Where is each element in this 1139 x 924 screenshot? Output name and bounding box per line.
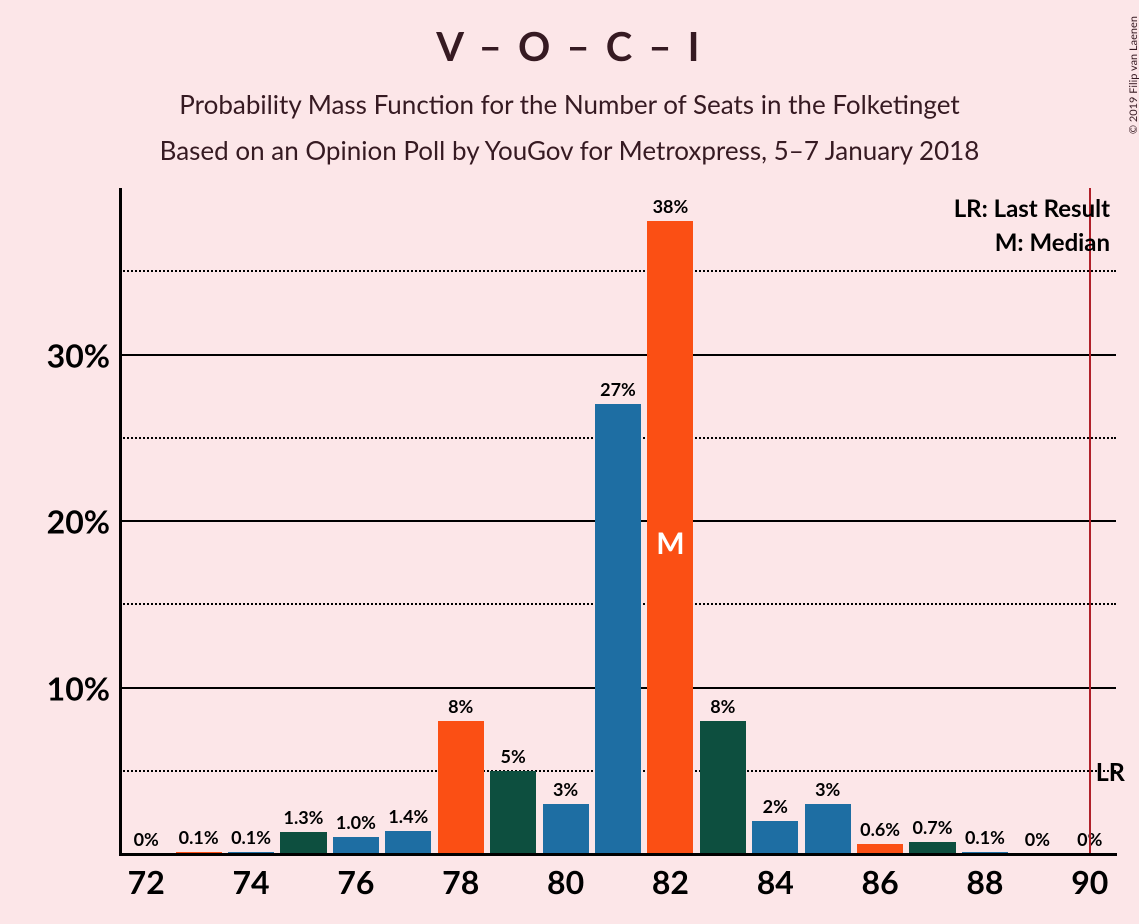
chart-title: V – O – C – I — [0, 0, 1139, 70]
x-axis-label: 86 — [862, 854, 899, 901]
x-axis-label: 82 — [652, 854, 689, 901]
bar-value-label: 0% — [134, 828, 159, 854]
bar-value-label: 1.4% — [388, 805, 428, 831]
y-axis-label: 30% — [47, 335, 120, 374]
bar: 1.4% — [385, 831, 431, 854]
bar-value-label: 1.3% — [284, 806, 324, 832]
bar: 27% — [595, 404, 641, 854]
x-axis-label: 72 — [128, 854, 165, 901]
bar: 1.0% — [333, 837, 379, 854]
bar-value-label: 3% — [553, 778, 578, 804]
bar: 5% — [490, 771, 536, 854]
x-axis-label: 80 — [547, 854, 584, 901]
chart-subtitle-2: Based on an Opinion Poll by YouGov for M… — [0, 134, 1139, 166]
x-axis-label: 74 — [232, 854, 269, 901]
bar-value-label: 0.7% — [913, 816, 953, 842]
x-axis-label: 76 — [337, 854, 374, 901]
y-axis-label: 10% — [47, 668, 120, 707]
bar: 1.3% — [280, 832, 326, 854]
bar-value-label: 8% — [710, 695, 735, 721]
bar-value-label: 0.1% — [179, 826, 219, 852]
chart-plot-area: 10%20%30%0%0.1%0.1%1.3%1.0%1.4%8%5%3%27%… — [120, 188, 1116, 854]
last-result-label: LR — [1096, 757, 1125, 787]
x-axis-label: 84 — [757, 854, 794, 901]
bar-value-label: 8% — [448, 695, 473, 721]
gridline-minor — [120, 270, 1116, 272]
bar-value-label: 0.1% — [231, 826, 271, 852]
median-marker: M — [656, 525, 684, 561]
bar-value-label: 0% — [1025, 828, 1050, 854]
bar-value-label: 3% — [815, 778, 840, 804]
bar-value-label: 1.0% — [336, 811, 376, 837]
bar-value-label: 0.6% — [860, 818, 900, 844]
bar-value-label: 0.1% — [965, 826, 1005, 852]
x-axis-label: 88 — [966, 854, 1003, 901]
x-axis-label: 78 — [442, 854, 479, 901]
legend-last-result: LR: Last Result — [954, 194, 1110, 223]
bar: 3% — [543, 804, 589, 854]
bar-value-label: 5% — [501, 745, 526, 771]
bar: 8% — [700, 721, 746, 854]
bar-value-label: 27% — [600, 378, 636, 404]
last-result-line — [1089, 188, 1091, 854]
bar: 8% — [438, 721, 484, 854]
bar-value-label: 38% — [653, 195, 689, 221]
y-axis — [119, 188, 122, 854]
gridline-major — [120, 354, 1116, 356]
x-axis-label: 90 — [1071, 854, 1108, 901]
bar-value-label: 2% — [763, 795, 788, 821]
legend-median: M: Median — [995, 228, 1110, 257]
bar: 38%M — [647, 221, 693, 854]
y-axis-label: 20% — [47, 502, 120, 541]
chart-subtitle-1: Probability Mass Function for the Number… — [0, 88, 1139, 120]
bar: 3% — [805, 804, 851, 854]
bar: 2% — [752, 821, 798, 854]
copyright-text: © 2019 Filip van Laenen — [1127, 16, 1139, 134]
